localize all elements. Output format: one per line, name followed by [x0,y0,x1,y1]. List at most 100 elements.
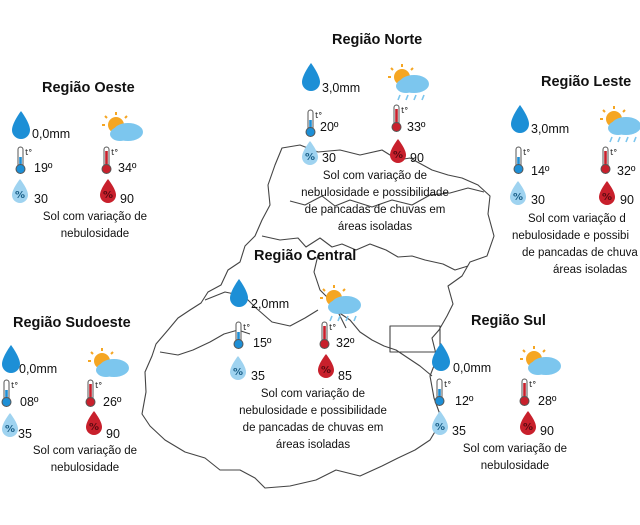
temp-min-norte: 20º [320,120,339,134]
humidity-max-sudoeste: 90 [106,427,120,441]
thermometer-cold-icon: t° [233,321,250,349]
temp-max-leste: 32º [617,164,636,178]
sun-cloud-icon [520,346,561,375]
humidity-high-icon: % [390,139,406,163]
rain-drop-icon [2,345,20,373]
svg-text:t°: t° [95,381,102,390]
region-title-sudoeste: Região Sudoeste [13,315,131,331]
thermometer-cold-icon: t° [15,146,32,174]
region-title-oeste: Região Oeste [42,80,135,96]
region-border-north [289,187,485,208]
svg-text:%: % [5,424,15,435]
rain-amount-sudoeste: 0,0mm [19,362,58,376]
humidity-high-icon: % [100,179,116,203]
thermometer-hot-icon: t° [391,104,408,132]
svg-text:t°: t° [25,148,32,157]
temp-min-central: 15º [253,336,272,350]
humidity-low-icon: % [510,181,526,205]
sun-cloud-icon [102,112,143,141]
rain-amount-oeste: 0,0mm [32,127,71,141]
region-title-sul: Região Sul [471,313,546,329]
temp-max-sudoeste: 26º [103,395,122,409]
rain-drop-icon [432,343,450,371]
region-border-west [204,291,319,327]
humidity-high-icon: % [318,354,334,378]
svg-text:t°: t° [315,111,322,120]
state-outline [141,144,495,489]
svg-text:t°: t° [523,148,530,157]
svg-text:t°: t° [11,381,18,390]
svg-text:t°: t° [111,148,118,157]
rain-drop-icon [511,105,529,133]
temp-max-sul: 28º [538,394,557,408]
temp-max-oeste: 34º [118,161,137,175]
svg-text:%: % [435,422,445,433]
thermometer-cold-icon: t° [1,379,18,407]
humidity-low-icon: % [302,141,318,165]
thermometer-hot-icon: t° [85,379,102,407]
humidity-low-icon: % [2,413,18,437]
sun-cloud-rain-icon [320,285,361,322]
region-title-leste: Região Leste [541,74,632,90]
forecast-description-sudoeste: Sol com variação de nebulosidade [32,445,138,474]
humidity-max-central: 85 [338,369,352,383]
svg-text:%: % [602,192,612,203]
svg-text:%: % [393,150,403,161]
forecast-description-norte: Sol com variação de nebulosidade e possib… [301,170,449,233]
svg-text:%: % [321,365,331,376]
rain-drop-icon [230,279,248,307]
svg-text:t°: t° [529,380,536,389]
svg-text:%: % [513,192,523,203]
svg-text:%: % [305,152,315,163]
svg-text:t°: t° [401,106,408,115]
forecast-description-oeste: Sol com variação de nebulosidade [42,211,148,240]
region-border-central [261,235,469,271]
humidity-max-sul: 90 [540,424,554,438]
sun-cloud-icon [88,348,129,377]
rain-drop-icon [12,111,30,139]
sun-cloud-rain-icon [388,64,429,101]
humidity-low-icon: % [12,179,28,203]
svg-text:%: % [103,190,113,201]
temp-min-leste: 14º [531,164,550,178]
humidity-max-leste: 90 [620,193,634,207]
svg-text:%: % [523,422,533,433]
svg-text:%: % [233,367,243,378]
region-border-inner [313,254,347,329]
humidity-min-oeste: 30 [34,192,48,206]
temp-min-sudoeste: 08º [20,395,39,409]
rain-drop-icon [302,63,320,91]
thermometer-cold-icon: t° [305,109,322,137]
humidity-min-leste: 30 [531,193,545,207]
humidity-max-norte: 90 [410,151,424,165]
humidity-high-icon: % [520,411,536,435]
svg-text:t°: t° [444,380,451,389]
rain-amount-norte: 3,0mm [322,81,361,95]
humidity-max-oeste: 90 [120,192,134,206]
thermometer-hot-icon: t° [519,378,536,406]
thermometer-cold-icon: t° [513,146,530,174]
humidity-min-central: 35 [251,369,265,383]
temp-min-sul: 12º [455,394,474,408]
humidity-min-sul: 35 [452,424,466,438]
forecast-description-central: Sol com variação de nebulosidade e possib… [239,388,387,451]
thermometer-cold-icon: t° [434,378,451,406]
sun-cloud-rain-icon [600,106,640,143]
humidity-min-sudoeste: 35 [18,427,32,441]
rain-amount-leste: 3,0mm [531,122,570,136]
forecast-description-leste: Sol com variação d nebulosidade e possibi… [512,213,638,276]
rain-amount-central: 2,0mm [251,297,290,311]
forecast-description-sul: Sol com variação de nebulosidade [462,443,568,472]
temp-max-norte: 33º [407,120,426,134]
svg-text:%: % [15,190,25,201]
region-title-central: Região Central [254,248,357,264]
svg-text:%: % [89,422,99,433]
svg-text:t°: t° [610,148,617,157]
humidity-high-icon: % [599,181,615,205]
rain-amount-sul: 0,0mm [453,361,492,375]
temp-max-central: 32º [336,336,355,350]
humidity-min-norte: 30 [322,151,336,165]
svg-text:t°: t° [329,323,336,332]
svg-text:t°: t° [243,323,250,332]
